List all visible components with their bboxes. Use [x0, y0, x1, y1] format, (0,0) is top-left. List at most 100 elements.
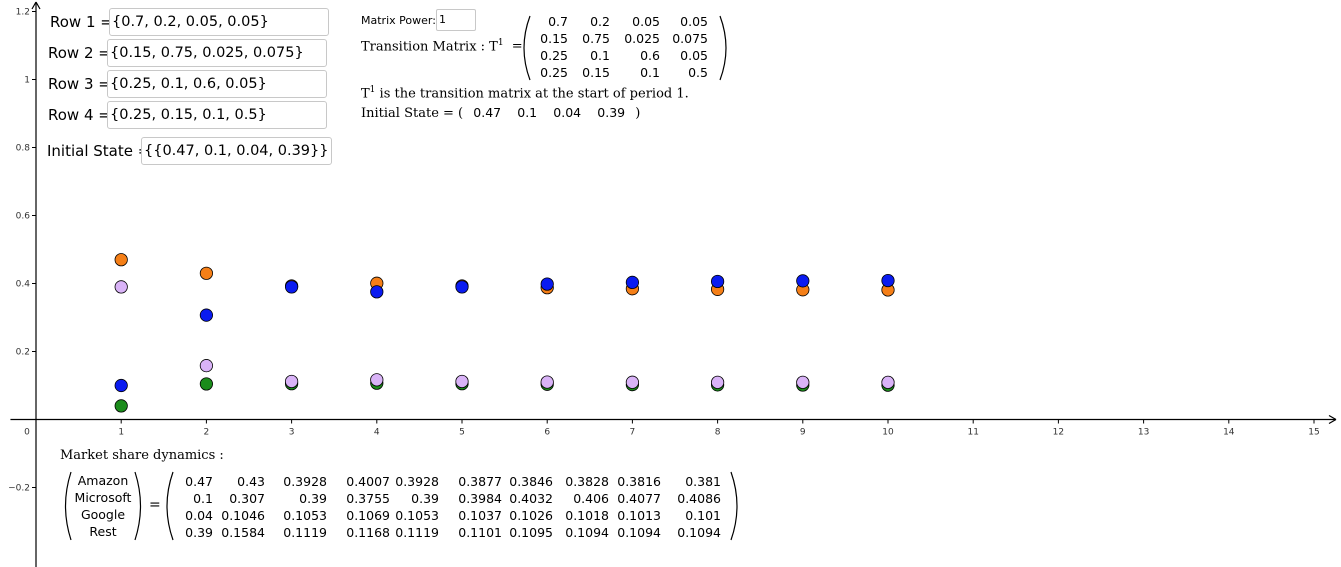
transition-note-prefix: T — [361, 86, 370, 102]
y-axis-arrow — [31, 1, 41, 10]
point-google-2 — [199, 377, 213, 391]
x-tick-label-2: 2 — [204, 428, 210, 438]
initial-state-v3: 0.39 — [597, 105, 626, 120]
y-tick-label-1: 0.2 — [16, 348, 30, 358]
x-tick-label-11: 11 — [967, 428, 978, 438]
market-cell-r3-c8: 0.1018 — [565, 508, 609, 523]
market-cell-r3-c6: 0.1037 — [458, 508, 502, 523]
transition-note: T1 is the transition matrix at the start… — [361, 85, 689, 101]
market-cell-r2-c3: 0.39 — [299, 491, 327, 506]
market-cell-r2-c6: 0.3984 — [458, 491, 502, 506]
transition-cell-r1-c3: 0.05 — [632, 14, 660, 29]
transition-cell-r3-c1: 0.25 — [540, 48, 568, 63]
market-cell-r2-c1: 0.1 — [193, 491, 213, 506]
market-cell-r4-c9: 0.1094 — [617, 525, 661, 540]
x-tick-label-7: 7 — [630, 428, 636, 438]
x-tick-label-3: 3 — [289, 428, 295, 438]
market-cell-r4-c1: 0.39 — [185, 525, 213, 540]
market-equals: = — [149, 497, 161, 513]
x-tick-label-14: 14 — [1223, 428, 1235, 438]
x-tick-label-1: 1 — [118, 428, 124, 438]
transition-label-text: Transition Matrix : T — [361, 39, 498, 55]
market-cell-r3-c2: 0.1046 — [221, 508, 265, 523]
transition-note-sup: 1 — [369, 85, 376, 95]
market-cell-r1-c3: 0.3928 — [283, 474, 327, 489]
market-cell-r1-c8: 0.3828 — [565, 474, 609, 489]
x-tick-label-6: 6 — [544, 428, 550, 438]
point-microsoft-3 — [284, 280, 299, 294]
point-rest-3 — [284, 374, 299, 389]
row4-label: Row 4 = — [48, 106, 111, 124]
market-cell-r1-c10: 0.381 — [685, 474, 721, 489]
x-tick-label-8: 8 — [715, 428, 721, 438]
market-cell-r1-c4: 0.4007 — [346, 474, 390, 489]
point-google-1 — [114, 399, 128, 413]
market-label-google: Google — [80, 507, 126, 522]
market-cell-r1-c6: 0.3877 — [458, 474, 502, 489]
transition-matrix-label: Transition Matrix : T1 = — [361, 38, 523, 54]
point-microsoft-10 — [881, 273, 895, 288]
market-cell-r3-c10: 0.101 — [685, 508, 721, 523]
market-label-amazon: Amazon — [77, 473, 129, 488]
x-tick-label-5: 5 — [459, 428, 465, 438]
transition-cell-r3-c3: 0.6 — [640, 48, 660, 63]
point-rest-8 — [710, 375, 725, 389]
market-cell-r1-c9: 0.3816 — [617, 474, 661, 489]
x-tick-label-12: 12 — [1053, 428, 1064, 438]
market-cell-r2-c8: 0.406 — [573, 491, 609, 506]
market-title: Market share dynamics : — [60, 448, 224, 463]
market-cell-r4-c4: 0.1168 — [346, 525, 390, 540]
point-microsoft-2 — [199, 308, 213, 322]
transition-cell-r4-c4: 0.5 — [688, 65, 708, 80]
x-tick-label-15: 15 — [1308, 428, 1319, 438]
market-matrix: 0.47 0.43 0.3928 0.4007 0.3928 0.3877 0.3846 0.… — [163, 470, 743, 542]
matrix-power-input[interactable]: 1 — [436, 9, 476, 31]
x-tick-label-4: 4 — [374, 428, 380, 438]
point-microsoft-6 — [540, 277, 554, 291]
transition-cell-r4-c2: 0.15 — [582, 65, 610, 80]
y-tick-label-5: 1 — [24, 76, 30, 86]
market-cell-r2-c2: 0.307 — [229, 491, 265, 506]
transition-cell-r1-c4: 0.05 — [680, 14, 708, 29]
market-cell-r1-c5: 0.3928 — [395, 474, 439, 489]
market-cell-r1-c7: 0.3846 — [509, 474, 553, 489]
market-label-microsoft: Microsoft — [74, 490, 132, 505]
transition-cell-r1-c1: 0.7 — [548, 14, 568, 29]
x-tick-label-10: 10 — [882, 428, 894, 438]
point-rest-7 — [625, 375, 640, 389]
market-cell-r4-c2: 0.1584 — [221, 525, 265, 540]
row2-input[interactable]: {0.15, 0.75, 0.025, 0.075} — [107, 39, 327, 67]
point-amazon-2 — [199, 266, 213, 280]
point-microsoft-8 — [710, 274, 725, 289]
point-microsoft-4 — [370, 285, 384, 299]
market-cell-r2-c4: 0.3755 — [346, 491, 390, 506]
market-cell-r1-c1: 0.47 — [185, 474, 213, 489]
market-matrix-brackets — [166, 471, 738, 541]
row3-input[interactable]: {0.25, 0.1, 0.6, 0.05} — [107, 70, 327, 98]
market-cell-r3-c9: 0.1013 — [617, 508, 661, 523]
y-tick-label-3: 0.6 — [16, 212, 31, 222]
point-rest-10 — [881, 375, 895, 389]
transition-cell-r2-c4: 0.075 — [672, 31, 708, 46]
row4-input[interactable]: {0.25, 0.15, 0.1, 0.5} — [107, 101, 327, 129]
transition-cell-r2-c1: 0.15 — [540, 31, 568, 46]
y-tick-label-4: 0.8 — [16, 144, 31, 154]
row1-label: Row 1 = — [50, 13, 113, 31]
point-microsoft-5 — [455, 280, 469, 294]
initial-state-input[interactable]: {{0.47, 0.1, 0.04, 0.39}} — [141, 137, 332, 165]
row3-label: Row 3 = — [48, 75, 111, 93]
point-microsoft-7 — [625, 275, 640, 290]
initial-state-display: Initial State = ( 0.47 0.1 0.04 0.39 ) — [361, 105, 640, 121]
initial-state-display-label: Initial State = ( — [361, 106, 464, 121]
market-cell-r3-c1: 0.04 — [185, 508, 213, 523]
x-axis-arrow — [1328, 414, 1337, 425]
row2-label: Row 2 = — [48, 44, 111, 62]
initial-state-v0: 0.47 — [473, 105, 502, 120]
row1-input[interactable]: {0.7, 0.2, 0.05, 0.05} — [109, 8, 329, 36]
point-rest-5 — [455, 374, 469, 389]
point-microsoft-9 — [796, 274, 810, 288]
market-cell-r2-c7: 0.4032 — [509, 491, 553, 506]
market-cell-r4-c6: 0.1101 — [458, 525, 502, 540]
